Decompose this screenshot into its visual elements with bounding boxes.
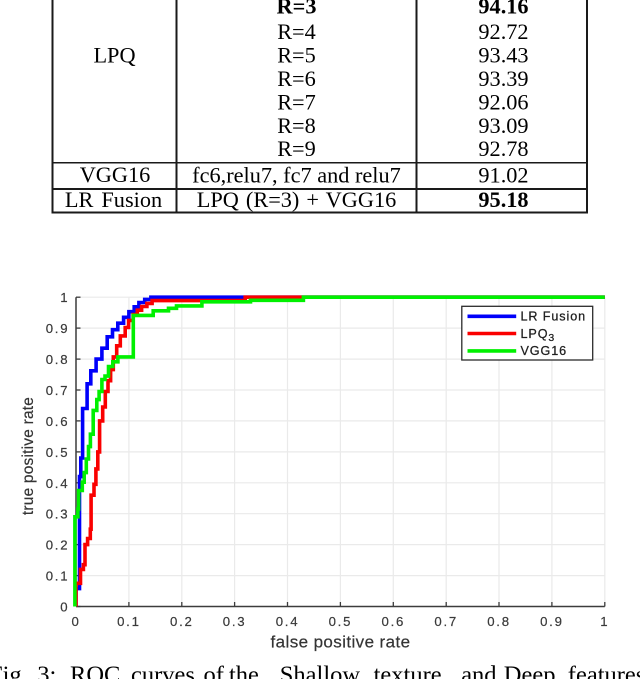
svg-text:0.3: 0.3 — [46, 507, 70, 522]
svg-text:LPQ3: LPQ3 — [521, 327, 556, 344]
svg-text:0.2: 0.2 — [170, 614, 194, 629]
svg-text:0.9: 0.9 — [540, 614, 564, 629]
svg-text:curves: curves — [131, 662, 195, 679]
svg-text:0.1: 0.1 — [117, 614, 141, 629]
svg-text:texture: texture — [374, 662, 442, 679]
svg-text:VGG16: VGG16 — [80, 162, 151, 187]
svg-text:94.16: 94.16 — [478, 0, 528, 18]
svg-text:0.4: 0.4 — [46, 476, 70, 491]
svg-text:LPQ: LPQ — [93, 43, 135, 68]
svg-text:of: of — [204, 662, 225, 679]
svg-text:93.43: 93.43 — [478, 42, 528, 67]
svg-text:Shallow: Shallow — [280, 662, 361, 679]
svg-text:95.18: 95.18 — [478, 187, 528, 212]
svg-text:features: features — [568, 662, 640, 679]
svg-text:fc6,relu7, fc7 and relu7: fc6,relu7, fc7 and relu7 — [192, 163, 401, 188]
svg-text:R=3: R=3 — [277, 0, 317, 18]
svg-text:VGG16: VGG16 — [521, 344, 568, 358]
svg-text:1: 1 — [600, 614, 609, 629]
svg-text:R=7: R=7 — [277, 90, 316, 115]
svg-text:0: 0 — [71, 614, 80, 629]
svg-text:0.7: 0.7 — [46, 383, 70, 398]
svg-text:0.6: 0.6 — [382, 614, 406, 629]
svg-text:91.02: 91.02 — [478, 163, 528, 188]
svg-text:and: and — [461, 662, 496, 679]
svg-text:0.2: 0.2 — [46, 538, 70, 553]
svg-text:the: the — [229, 662, 259, 679]
svg-text:0.6: 0.6 — [46, 414, 70, 429]
svg-text:0.1: 0.1 — [46, 569, 70, 584]
svg-text:0.9: 0.9 — [46, 321, 70, 336]
svg-text:false positive rate: false positive rate — [271, 633, 411, 652]
svg-text:0.4: 0.4 — [276, 614, 300, 629]
svg-text:R=6: R=6 — [277, 66, 316, 91]
svg-text:R=9: R=9 — [277, 136, 316, 161]
svg-text:1: 1 — [60, 290, 69, 305]
svg-text:0.5: 0.5 — [329, 614, 353, 629]
svg-text:92.06: 92.06 — [478, 90, 528, 115]
svg-text:R=5: R=5 — [277, 42, 316, 67]
svg-text:R=8: R=8 — [277, 113, 316, 138]
svg-text:LR Fusion: LR Fusion — [65, 187, 162, 212]
svg-text:0.3: 0.3 — [223, 614, 247, 629]
svg-text:Deep: Deep — [504, 662, 556, 679]
svg-text:3:: 3: — [37, 662, 56, 679]
svg-text:LPQ (R=3) + VGG16: LPQ (R=3) + VGG16 — [197, 187, 397, 212]
svg-text:ROC: ROC — [70, 662, 120, 679]
svg-text:92.72: 92.72 — [478, 19, 528, 44]
svg-text:0.5: 0.5 — [46, 445, 70, 460]
svg-text:0.8: 0.8 — [487, 614, 511, 629]
svg-text:93.39: 93.39 — [478, 66, 528, 91]
svg-text:0.7: 0.7 — [434, 614, 458, 629]
svg-text:R=4: R=4 — [277, 19, 316, 44]
svg-text:0.8: 0.8 — [46, 352, 70, 367]
svg-text:92.78: 92.78 — [478, 136, 528, 161]
svg-text:true positive rate: true positive rate — [20, 397, 37, 515]
svg-text:93.09: 93.09 — [478, 113, 528, 138]
svg-text:LR Fusion: LR Fusion — [521, 310, 587, 324]
svg-text:Fig.: Fig. — [0, 662, 28, 679]
svg-text:0: 0 — [60, 600, 69, 615]
